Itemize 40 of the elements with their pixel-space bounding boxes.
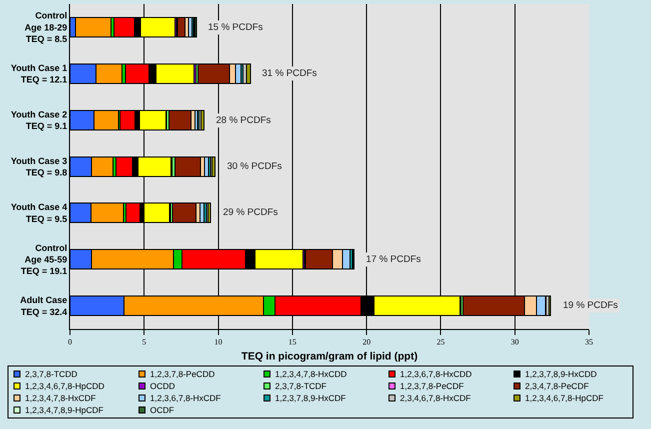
annotation: 31 % PCDFs: [262, 68, 318, 79]
legend-label: 1,2,3,4,7,8,9-HpCDF: [25, 405, 104, 415]
legend-label: 1,2,3,4,6,7,8-HpCDD: [25, 381, 104, 391]
legend-label: 1,2,3,6,7,8-HxCDF: [150, 393, 221, 403]
y-tick-label: Control Age 18-29 TEQ = 8.5: [24, 10, 68, 44]
annotation: 28 % PCDFs: [216, 115, 272, 126]
legend-label: 1,2,3,4,6,7,8-HpCDF: [525, 393, 604, 403]
legend-label: 2,3,4,6,7,8-HxCDF: [400, 393, 471, 403]
legend-label: 2,3,7,8-TCDF: [275, 381, 326, 391]
y-tick-label: Youth Case 2 TEQ = 9.1: [10, 109, 68, 132]
legend-label: 1,2,3,6,7,8-HxCDD: [400, 369, 472, 379]
legend-label: 1,2,3,4,7,8-HxCDD: [275, 369, 347, 379]
annotation: 29 % PCDFs: [223, 207, 278, 218]
x-axis-title: TEQ in picogram/gram of lipid (ppt): [241, 350, 418, 362]
y-tick-label: Control Age 45-59 TEQ = 19.1: [20, 242, 68, 276]
annotation: 15 % PCDFs: [208, 22, 264, 33]
y-tick-label: Adult Case TEQ = 32.4: [20, 295, 68, 317]
x-tick-label: 20: [362, 338, 371, 347]
legend-label: 1,2,3,4,7,8-HxCDF: [25, 393, 96, 403]
legend-label: 1,2,3,7,8,9-HxCDD: [525, 369, 597, 379]
annotation: 19 % PCDFs: [563, 300, 618, 311]
y-tick-label: Youth Case 1 TEQ = 12.1: [10, 62, 68, 85]
legend-label: 2,3,4,7,8-PeCDF: [525, 381, 589, 391]
legend-label: 1,2,3,7,8-PeCDF: [400, 381, 464, 391]
x-tick-label: 30: [510, 338, 519, 347]
x-tick-label: 35: [585, 338, 593, 347]
legend-label: 2,3,7,8-TCDD: [25, 369, 78, 379]
annotation: 30 % PCDFs: [227, 161, 282, 172]
x-tick-label: 25: [436, 338, 445, 347]
x-tick-label: 0: [68, 338, 72, 347]
x-tick-label: 5: [142, 338, 146, 347]
x-tick-label: 15: [288, 338, 296, 347]
x-tick-label: 10: [214, 338, 222, 347]
y-tick-label: Youth Case 4 TEQ = 9.5: [10, 202, 68, 224]
legend-label: 1,2,3,7,8,9-HxCDF: [275, 393, 346, 403]
legend-label: OCDD: [150, 381, 176, 391]
legend-label: 1,2,3,7,8-PeCDD: [150, 369, 215, 379]
legend-label: OCDF: [150, 405, 174, 415]
annotation: 17 % PCDFs: [366, 254, 422, 265]
y-tick-label: Youth Case 3 TEQ = 9.8: [10, 156, 68, 178]
